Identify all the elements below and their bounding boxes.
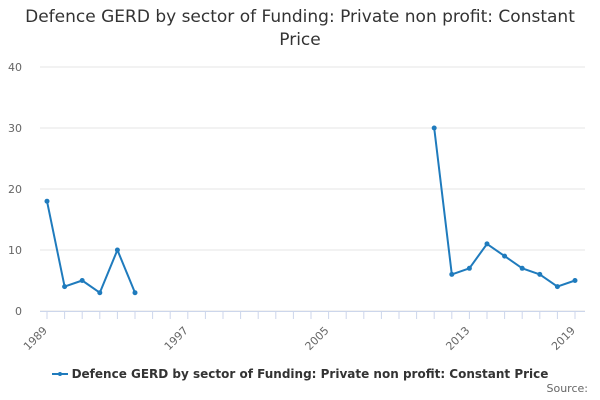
- series-layer: [44, 125, 578, 296]
- y-tick-label: 10: [8, 244, 22, 257]
- x-tick-label: 2005: [303, 324, 332, 353]
- data-point[interactable]: [62, 284, 68, 290]
- x-tick-label: 2019: [549, 324, 578, 353]
- data-point[interactable]: [537, 271, 543, 277]
- data-point[interactable]: [554, 284, 560, 290]
- y-tick-label: 40: [8, 61, 22, 74]
- y-tick-label: 0: [15, 305, 22, 318]
- data-point[interactable]: [484, 241, 490, 247]
- x-tick-label: 1997: [162, 324, 191, 353]
- legend[interactable]: Defence GERD by sector of Funding: Priva…: [0, 364, 600, 384]
- data-point[interactable]: [466, 265, 472, 271]
- data-point[interactable]: [114, 247, 120, 253]
- data-point[interactable]: [97, 290, 103, 296]
- x-tick-label: 1989: [21, 324, 50, 353]
- chart-title: Defence GERD by sector of Funding: Priva…: [25, 7, 575, 50]
- data-point[interactable]: [431, 125, 437, 131]
- y-tick-label: 30: [8, 122, 22, 135]
- grid-lines: [40, 66, 585, 312]
- data-point[interactable]: [449, 271, 455, 277]
- legend-series-label: Defence GERD by sector of Funding: Priva…: [71, 367, 549, 381]
- data-point[interactable]: [502, 253, 508, 259]
- source-label: Source:: [546, 382, 589, 395]
- data-point[interactable]: [519, 265, 525, 271]
- legend-series-marker: [51, 368, 68, 380]
- series-line: [46, 200, 136, 294]
- x-tick-label: 2013: [443, 324, 472, 353]
- series-line: [433, 127, 576, 288]
- data-point[interactable]: [572, 278, 578, 283]
- axes: 0 10 20 30 40 1989 1997 2005 2013 2019: [8, 61, 585, 353]
- data-point[interactable]: [132, 290, 138, 296]
- y-tick-label: 20: [8, 183, 22, 196]
- data-point[interactable]: [44, 198, 50, 204]
- data-point[interactable]: [79, 278, 85, 283]
